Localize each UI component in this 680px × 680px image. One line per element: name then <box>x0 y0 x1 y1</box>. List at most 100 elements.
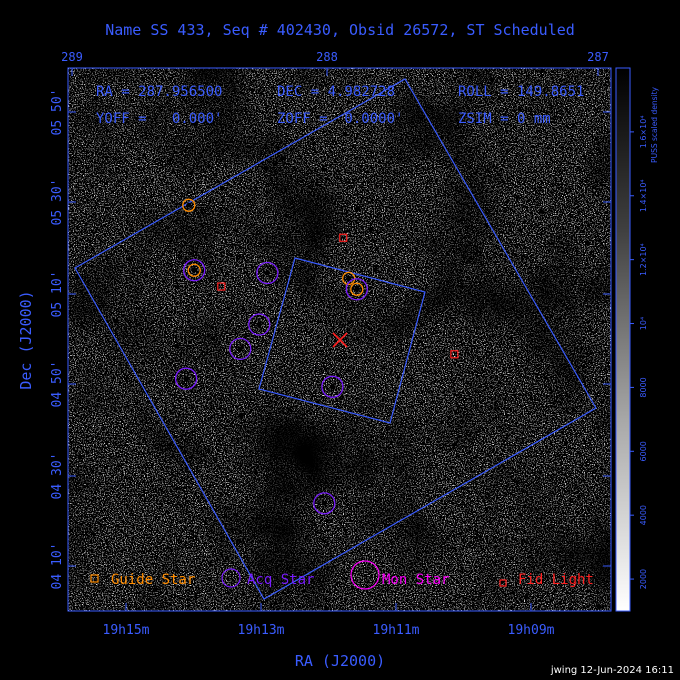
field-star <box>368 327 371 330</box>
field-star <box>206 401 209 404</box>
top-tick-label: 287 <box>587 50 609 64</box>
chart-title: Name SS 433, Seq # 402430, Obsid 26572, … <box>105 21 575 39</box>
field-star <box>224 514 228 518</box>
left-tick-label: 05 10' <box>50 271 65 318</box>
fid-light-marker <box>339 233 348 242</box>
acq-star-point <box>321 500 327 506</box>
acq-star-point <box>329 384 335 390</box>
field-star <box>581 223 584 226</box>
acq-star-point <box>354 286 360 292</box>
acq-star-marker <box>256 261 279 285</box>
field-star <box>489 77 495 83</box>
axis-ticks <box>68 68 611 611</box>
field-star <box>280 156 286 161</box>
field-star <box>517 106 522 111</box>
field-star <box>581 364 586 369</box>
bright-stars <box>68 68 611 611</box>
field-star <box>564 441 568 446</box>
colorbar-tick-label: 2000 <box>639 569 648 589</box>
bottom-tick-label: 19h09m <box>508 623 555 638</box>
field-star <box>569 607 573 611</box>
field-star <box>174 343 180 349</box>
left-tick-label: 05 30' <box>50 179 65 226</box>
top-tick-label: 289 <box>61 50 83 64</box>
outer-fov-box <box>74 78 597 600</box>
colorbar-ticks: 2000 4000 6000 8000 10⁴ 1.2×10⁴ 1.4×10⁴ 1.6×10⁴ <box>630 115 648 589</box>
field-star <box>421 336 425 339</box>
field-star <box>355 206 361 212</box>
field-star <box>519 461 522 464</box>
field-star <box>540 68 545 73</box>
top-tick-label: 288 <box>316 50 338 64</box>
acq-star-marker <box>183 259 206 282</box>
field-star <box>74 275 80 280</box>
field-star <box>417 339 421 343</box>
field-star <box>113 318 119 324</box>
field-star <box>202 159 206 163</box>
star-markers <box>174 198 459 515</box>
field-star <box>608 500 611 504</box>
fid-light-legend-label: Fid Light <box>518 572 594 588</box>
field-star <box>316 231 320 235</box>
colorbar-tick-label: 6000 <box>639 441 648 461</box>
mon-star-legend-icon <box>350 560 380 590</box>
zsim-readout: ZSIM = 0 mm <box>458 111 551 127</box>
guide-star-marker <box>182 198 196 212</box>
field-star <box>68 309 72 313</box>
field-star <box>423 142 428 147</box>
acq-star-legend-icon <box>221 568 241 588</box>
field-star <box>184 486 187 490</box>
field-star <box>211 336 216 341</box>
field-star <box>192 122 198 127</box>
acq-star-marker <box>313 492 336 515</box>
field-star <box>506 343 510 346</box>
colorbar-frame <box>615 67 631 612</box>
acq-star-point <box>237 346 243 352</box>
left-tick-label: 04 10' <box>50 543 65 590</box>
field-star <box>296 345 300 349</box>
left-tick-label: 05 50' <box>50 89 65 136</box>
field-star <box>515 275 518 278</box>
mon-star-legend-label: Mon Star <box>382 572 449 588</box>
field-star <box>350 120 354 125</box>
field-star <box>468 75 473 80</box>
field-star <box>542 329 547 333</box>
acq-star-marker <box>229 337 252 361</box>
guide-star-legend-label: Guide Star <box>111 572 195 588</box>
field-star <box>321 167 326 172</box>
field-star <box>272 324 275 326</box>
field-star <box>324 606 329 611</box>
x-axis-label: RA (J2000) <box>295 652 385 670</box>
colorbar-label: PUSS scaled density <box>650 86 659 162</box>
field-star <box>154 587 158 592</box>
colorbar-tick-label: 4000 <box>639 505 648 525</box>
roll-readout: ROLL = 149.8651 <box>458 84 584 100</box>
yoff-readout: YOFF = 0.000' <box>96 111 222 127</box>
colorbar-tick-label: 1.4×10⁴ <box>639 179 648 212</box>
field-star <box>376 560 379 563</box>
colorbar-tick-label: 10⁴ <box>639 317 648 330</box>
guide-star-point <box>346 275 352 281</box>
field-star <box>523 594 529 600</box>
guide-star-legend-icon <box>90 574 99 583</box>
guide-star-marker <box>187 263 201 277</box>
acq-star-point <box>264 270 270 276</box>
field-star <box>238 412 244 418</box>
zoff-readout: ZOFF = 0.0000' <box>277 111 403 127</box>
footer-stamp: jwing 12-Jun-2024 16:11 <box>550 665 674 676</box>
field-star <box>221 195 224 199</box>
field-star <box>582 517 586 521</box>
acq-star-legend-label: Acq Star <box>247 572 314 588</box>
field-star <box>252 533 256 538</box>
field-star <box>509 336 513 340</box>
fid-light-marker <box>450 350 459 359</box>
field-star <box>92 533 96 537</box>
field-star <box>144 273 148 278</box>
acq-star-marker <box>174 367 198 390</box>
acq-star-point <box>256 321 262 327</box>
field-star <box>368 227 374 232</box>
target-cross <box>332 332 348 348</box>
field-star <box>343 529 347 533</box>
bottom-tick-label: 19h11m <box>373 623 420 638</box>
